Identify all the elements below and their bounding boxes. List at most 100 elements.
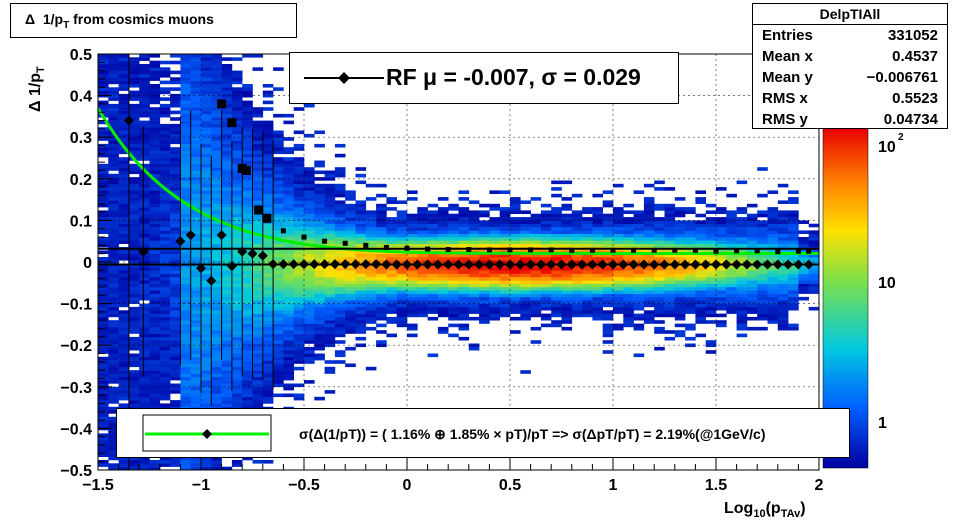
histogram-cell: [98, 180, 109, 185]
histogram-cell: [283, 363, 294, 368]
histogram-cell: [695, 313, 706, 318]
histogram-cell: [520, 210, 531, 214]
histogram-cell: [788, 253, 799, 258]
histogram-cell: [324, 283, 336, 288]
histogram-cell: [252, 230, 264, 234]
histogram-cell: [427, 213, 439, 218]
histogram-cell: [98, 340, 109, 344]
histogram-cell: [242, 303, 253, 308]
histogram-cell: [314, 230, 325, 234]
histogram-cell: [242, 160, 253, 165]
histogram-cell: [139, 84, 150, 88]
histogram-cell: [159, 197, 171, 201]
histogram-cell: [623, 306, 634, 311]
histogram-cell: [705, 303, 717, 308]
histogram-cell: [180, 64, 191, 68]
histogram-cell: [128, 243, 140, 248]
histogram-cell: [427, 220, 439, 224]
histogram-cell: [767, 253, 779, 258]
histogram-cell: [396, 230, 408, 234]
histogram-cell: [283, 296, 294, 301]
histogram-cell: [345, 210, 356, 214]
histogram-cell: [623, 290, 634, 294]
histogram-cell: [118, 160, 130, 165]
histogram-cell: [231, 113, 243, 118]
histogram-cell: [633, 267, 645, 271]
histogram-cell: [108, 293, 119, 298]
histogram-cell: [365, 326, 377, 331]
histogram-cell: [149, 277, 161, 281]
histogram-cell: [355, 330, 367, 334]
histogram-cell: [499, 233, 511, 238]
histogram-cell: [159, 157, 171, 161]
histogram-cell: [149, 190, 161, 194]
histogram-cell: [190, 287, 202, 291]
histogram-cell: [262, 280, 274, 284]
histogram-cell: [190, 326, 202, 331]
histogram-cell: [304, 190, 315, 194]
histogram-cell: [242, 343, 253, 348]
histogram-cell: [520, 260, 531, 264]
histogram-cell: [551, 217, 562, 221]
histogram-cell: [334, 230, 346, 234]
histogram-cell: [242, 363, 253, 368]
histogram-cell: [159, 147, 171, 151]
histogram-cell: [365, 227, 377, 231]
histogram-cell: [716, 217, 727, 221]
histogram-cell: [221, 57, 233, 61]
histogram-cell: [252, 380, 264, 384]
histogram-cell: [757, 280, 768, 284]
histogram-cell: [664, 296, 676, 301]
histogram-cell: [118, 366, 130, 371]
histogram-cell: [293, 333, 305, 338]
histogram-cell: [643, 270, 655, 274]
histogram-cell: [582, 277, 593, 281]
histogram-cell: [520, 270, 531, 274]
histogram-cell: [510, 273, 521, 278]
histogram-cell: [201, 133, 212, 138]
histogram-cell: [757, 233, 768, 238]
histogram-cell: [211, 326, 222, 331]
histogram-cell: [293, 340, 305, 344]
histogram-cell: [128, 187, 140, 191]
histogram-cell: [149, 383, 161, 388]
histogram-cell: [283, 147, 294, 151]
histogram-cell: [777, 237, 789, 241]
histogram-cell: [458, 283, 470, 288]
histogram-cell: [231, 207, 243, 211]
histogram-cell: [159, 200, 171, 204]
histogram-cell: [623, 240, 634, 244]
histogram-cell: [355, 210, 367, 214]
histogram-cell: [664, 220, 676, 224]
histogram-cell: [551, 300, 562, 304]
histogram-cell: [437, 257, 449, 261]
histogram-cell: [396, 290, 408, 294]
histogram-cell: [705, 217, 717, 221]
stats-value: 0.5523: [892, 90, 938, 107]
histogram-cell: [139, 223, 150, 228]
histogram-cell: [767, 220, 779, 224]
histogram-cell: [262, 100, 274, 105]
histogram-cell: [128, 456, 140, 461]
histogram-cell: [159, 177, 171, 181]
histogram-cell: [139, 373, 150, 378]
histogram-cell: [788, 323, 799, 328]
histogram-cell: [304, 250, 315, 254]
histogram-cell: [128, 270, 140, 274]
histogram-cell: [396, 267, 408, 271]
histogram-cell: [242, 316, 253, 321]
histogram-cell: [283, 287, 294, 291]
histogram-cell: [314, 187, 325, 191]
histogram-cell: [190, 90, 202, 95]
histogram-cell: [746, 237, 758, 241]
histogram-cell: [437, 233, 449, 238]
histogram-cell: [273, 183, 284, 188]
histogram-cell: [293, 203, 305, 208]
histogram-cell: [118, 207, 130, 211]
histogram-cell: [98, 213, 109, 218]
histogram-cell: [613, 227, 624, 231]
histogram-cell: [118, 323, 130, 328]
histogram-cell: [231, 257, 243, 261]
histogram-cell: [283, 250, 294, 254]
histogram-cell: [149, 64, 161, 68]
